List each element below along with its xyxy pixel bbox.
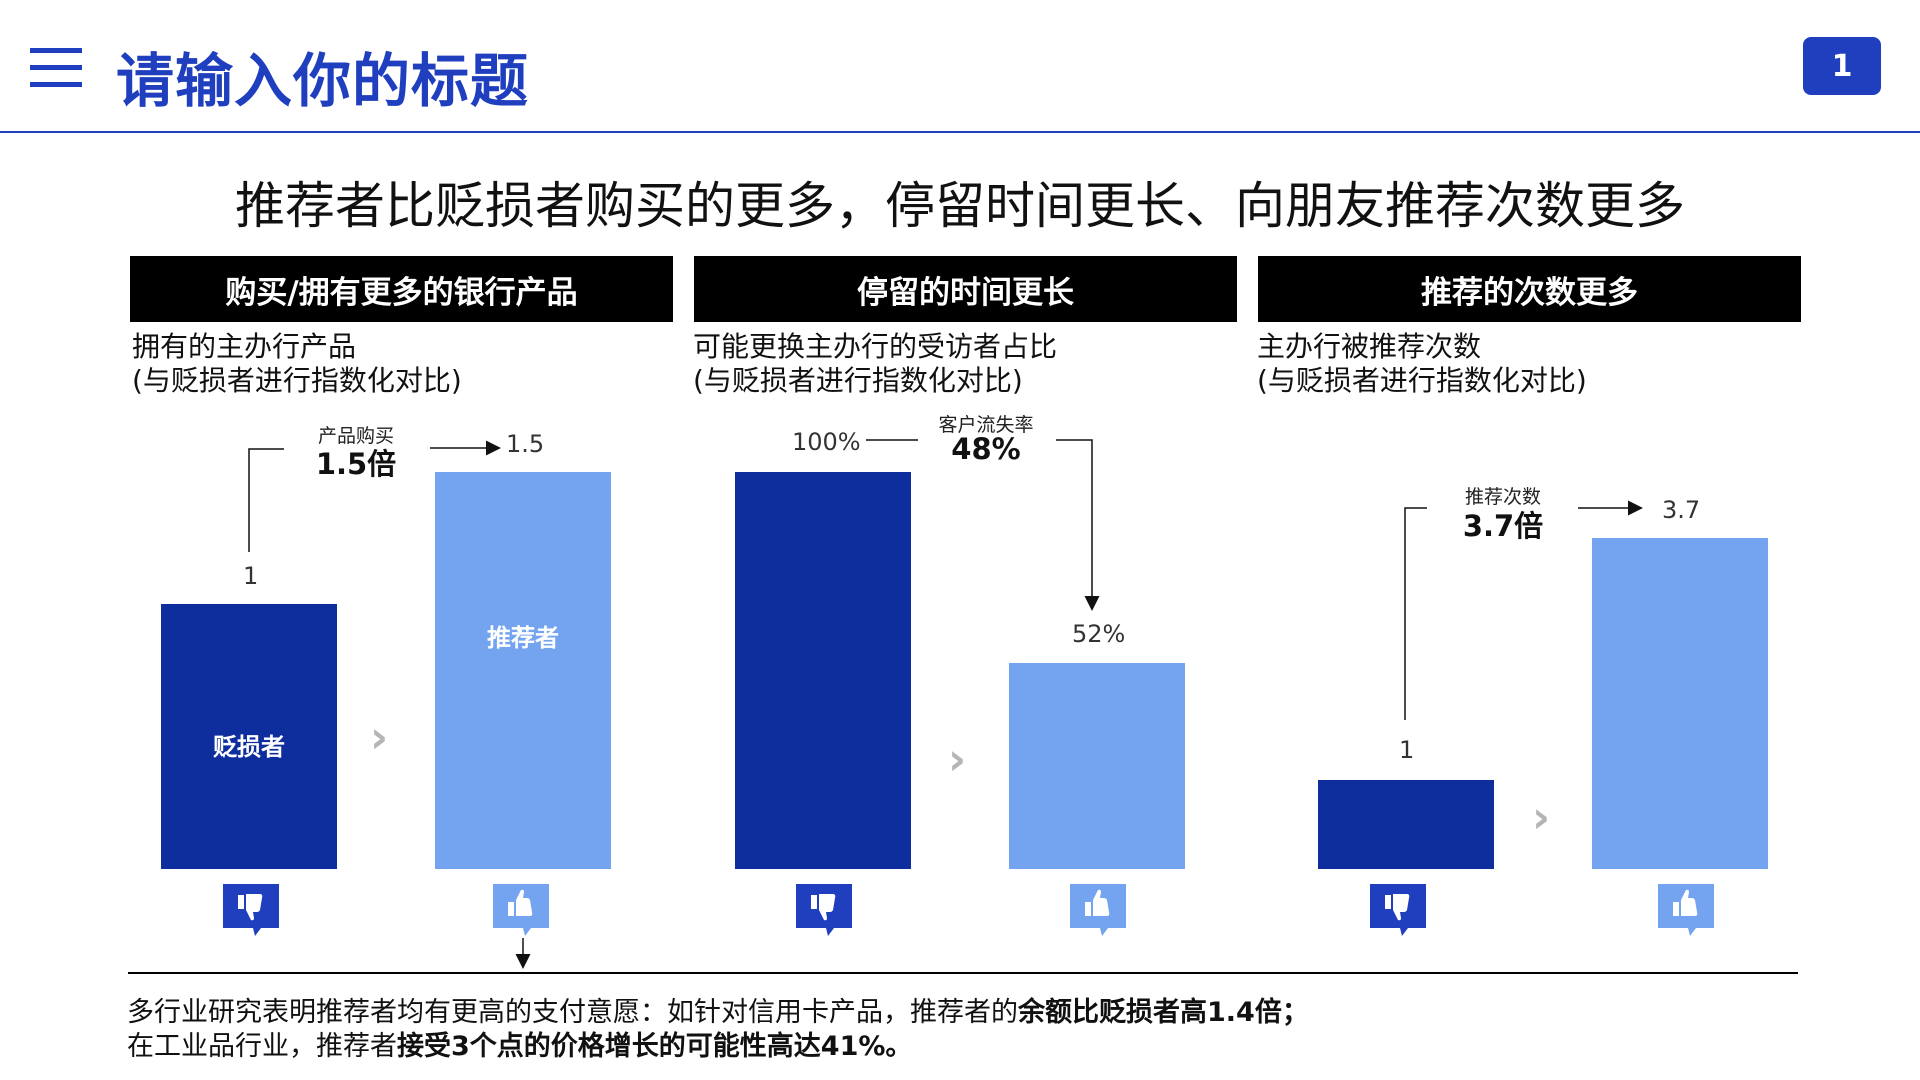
panel-1-label-detractor: 贬损者 [213,733,285,761]
thumbs-down-icon [223,884,279,936]
footnote-line-2: 在工业品行业，推荐者接受3个点的价格增长的可能性高达41%。 [127,1024,912,1063]
thumbs-down-icon [1370,884,1426,936]
slide-headline: 推荐者比贬损者购买的更多，停留时间更长、向朋友推荐次数更多 [235,177,1685,235]
page-title: 请输入你的标题 [116,47,530,115]
footnote-line-1-emphasis: 余额比贬损者高1.4倍； [1018,997,1309,1028]
panel-3-header: 推荐的次数更多 [1258,256,1801,322]
thumbs-up-icon [1070,884,1126,936]
panel-2-subtitle: 可能更换主办行的受访者占比 (与贬损者进行指数化对比) [693,330,1057,398]
panel-2-subtitle-line2: (与贬损者进行指数化对比) [693,364,1023,397]
panel-2-value-promoter: 52% [1072,620,1126,648]
panel-1-bar-detractor [161,604,337,869]
panel-3-chevron-icon: › [1532,792,1551,843]
panel-1-subtitle-line1: 拥有的主办行产品 [132,330,357,363]
panel-2-value-detractor: 100% [792,428,861,456]
panel-1-label-promoter: 推荐者 [487,624,559,652]
panel-1-subtitle-line2: (与贬损者进行指数化对比) [132,364,462,397]
menu-icon[interactable] [30,48,82,88]
panel-1-value-detractor: 1 [243,562,259,590]
panel-2-annotation-value: 48% [951,432,1021,466]
footnote-line-2-emphasis: 接受3个点的价格增长的可能性高达41%。 [397,1031,913,1062]
thumbs-up-icon [1658,884,1714,936]
footnote-line-1-text: 多行业研究表明推荐者均有更高的支付意愿：如针对信用卡产品，推荐者的 [127,997,1018,1028]
panel-1-annotation-value: 1.5倍 [315,447,397,481]
panel-3-subtitle: 主办行被推荐次数 (与贬损者进行指数化对比) [1257,330,1587,398]
panel-3-annotation-label: 推荐次数 [1464,486,1541,508]
panel-2-subtitle-line1: 可能更换主办行的受访者占比 [693,330,1058,363]
panel-3-subtitle-line2: (与贬损者进行指数化对比) [1257,364,1587,397]
footnote-line-2-text: 在工业品行业，推荐者 [127,1031,397,1062]
panel-2-header: 停留的时间更长 [694,256,1237,322]
panel-3-value-detractor: 1 [1399,736,1415,764]
panel-1-header: 购买/拥有更多的银行产品 [130,256,673,322]
panel-3-value-promoter: 3.7 [1662,496,1701,524]
panel-1-bar-promoter [435,472,611,869]
panel-1-chevron-icon: › [370,712,389,763]
footnote-line-1: 多行业研究表明推荐者均有更高的支付意愿：如针对信用卡产品，推荐者的余额比贬损者高… [127,990,1309,1029]
panel-2-annotation-label: 客户流失率 [938,414,1034,436]
panel-2-chevron-icon: › [948,734,967,785]
panel-1-connector [248,448,284,552]
panel-1-value-promoter: 1.5 [506,430,545,458]
panel-1-annotation-label: 产品购买 [317,425,394,447]
panel-3-subtitle-line1: 主办行被推荐次数 [1257,330,1482,363]
panel-1-subtitle: 拥有的主办行产品 (与贬损者进行指数化对比) [132,330,462,398]
header-divider [0,131,1920,133]
panel-2-arrow [1056,439,1100,611]
panel-3-connector [1404,507,1427,720]
thumbs-down-icon [796,884,852,936]
panel-3-bar-promoter [1592,538,1768,869]
panel-3-bar-detractor [1318,779,1494,869]
footer-divider [128,972,1798,974]
page-number-badge: 1 [1803,37,1881,95]
panel-3-annotation-value: 3.7倍 [1462,509,1544,543]
thumbs-up-icon [493,884,549,936]
panel-2-bar-promoter [1009,662,1185,869]
panel-2-bar-detractor [735,472,911,869]
